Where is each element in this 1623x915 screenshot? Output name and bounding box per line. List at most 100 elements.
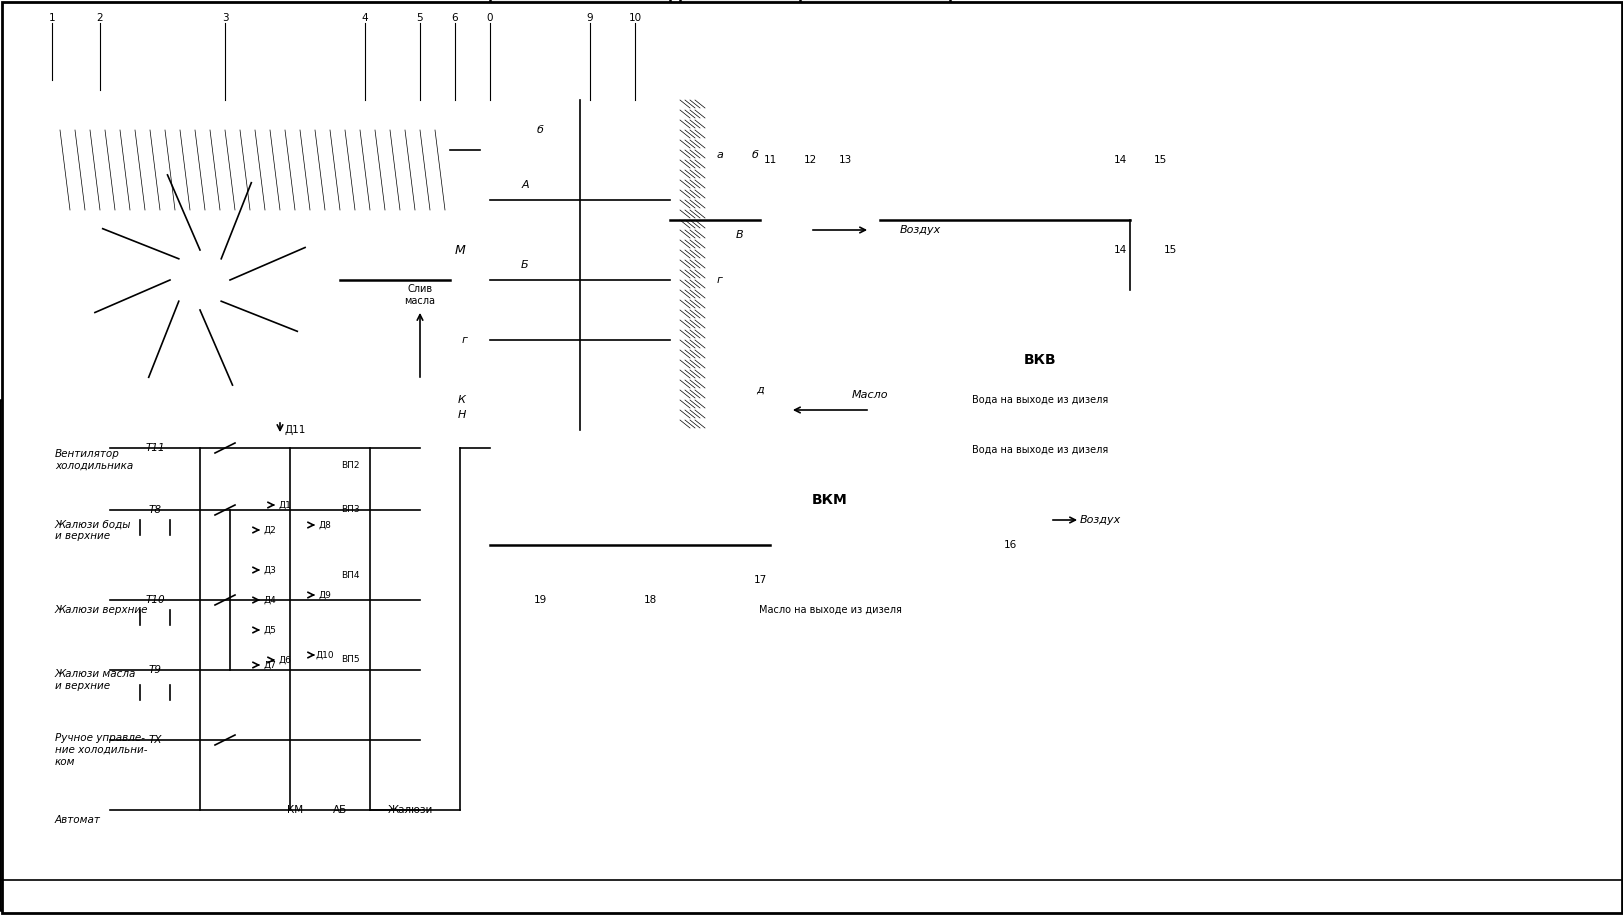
Text: г: г — [463, 335, 467, 345]
Text: 13: 13 — [837, 155, 850, 165]
Ellipse shape — [60, 120, 339, 440]
Bar — [329, 563, 370, 583]
Bar — [649, 490, 690, 530]
Text: Вентилятор
холодильника: Вентилятор холодильника — [55, 449, 133, 471]
Text: б: б — [536, 125, 544, 135]
Text: 12: 12 — [803, 155, 816, 165]
Bar — [500, 240, 570, 270]
Text: В: В — [735, 230, 743, 240]
Text: Д2: Д2 — [263, 525, 276, 534]
Bar — [490, 525, 769, 560]
Text: Т8: Т8 — [148, 505, 161, 515]
Text: Т9: Т9 — [148, 665, 161, 675]
Circle shape — [190, 270, 209, 290]
Text: ВКВ: ВКВ — [1022, 353, 1055, 367]
Bar — [500, 300, 570, 330]
Text: ВП3: ВП3 — [341, 505, 359, 514]
Text: ВП4: ВП4 — [341, 570, 359, 579]
Text: 6: 6 — [451, 13, 458, 23]
Bar — [490, 0, 670, 100]
Text: Масло: Масло — [850, 390, 888, 400]
Circle shape — [196, 596, 204, 604]
Text: ВП5: ВП5 — [341, 655, 359, 664]
Bar — [979, 210, 1099, 310]
Circle shape — [1131, 277, 1147, 293]
Text: Д9: Д9 — [318, 590, 331, 599]
Text: а: а — [716, 150, 722, 160]
Bar — [500, 160, 570, 190]
Text: 16: 16 — [1003, 540, 1016, 550]
Text: Н: Н — [458, 410, 466, 420]
Text: 0: 0 — [487, 13, 493, 23]
Text: 5: 5 — [417, 13, 424, 23]
Circle shape — [196, 666, 204, 674]
Bar — [599, 490, 639, 530]
Bar — [329, 498, 370, 518]
Circle shape — [196, 736, 204, 744]
Text: Жалюзи верхние: Жалюзи верхние — [55, 605, 148, 615]
Bar — [769, 550, 889, 590]
Text: Ручное управле-
ние холодильни-
ком: Ручное управле- ние холодильни- ком — [55, 734, 148, 767]
Text: 4: 4 — [362, 13, 368, 23]
Bar — [969, 480, 1060, 560]
Circle shape — [196, 506, 204, 514]
Text: 3: 3 — [222, 13, 229, 23]
Bar — [140, 590, 170, 625]
Circle shape — [1201, 277, 1217, 293]
Bar — [769, 460, 889, 540]
Bar — [695, 70, 740, 170]
Circle shape — [175, 255, 226, 305]
Text: Д10: Д10 — [315, 651, 334, 660]
Text: 10: 10 — [628, 13, 641, 23]
Text: Масло на выходе из дизеля: Масло на выходе из дизеля — [758, 605, 901, 615]
Text: 2: 2 — [97, 13, 104, 23]
Bar — [60, 50, 450, 130]
Text: 18: 18 — [643, 595, 656, 605]
Text: Д5: Д5 — [263, 626, 276, 634]
Text: Д8: Д8 — [318, 521, 331, 530]
Text: б: б — [751, 150, 758, 160]
Text: Автомат: Автомат — [55, 815, 101, 825]
Text: 14: 14 — [1113, 155, 1126, 165]
Text: Д11: Д11 — [284, 425, 305, 435]
Bar — [680, 0, 880, 100]
Text: КМ: КМ — [287, 805, 304, 815]
Ellipse shape — [10, 65, 390, 495]
Text: Д7: Д7 — [263, 661, 276, 670]
Text: д: д — [756, 385, 763, 395]
Text: г: г — [717, 275, 722, 285]
Circle shape — [1156, 292, 1193, 328]
Circle shape — [1131, 392, 1147, 408]
Bar — [750, 140, 800, 200]
Text: Слив
масла: Слив масла — [404, 285, 435, 306]
Bar — [979, 380, 1099, 420]
Text: К: К — [458, 395, 466, 405]
Text: Д4: Д4 — [263, 596, 276, 605]
Text: Д3: Д3 — [263, 565, 276, 575]
Bar — [140, 665, 170, 700]
Text: ТХ: ТХ — [148, 735, 162, 745]
Circle shape — [1201, 392, 1217, 408]
Text: Жалюзи: Жалюзи — [386, 805, 432, 815]
Bar — [450, 50, 480, 150]
Text: 17: 17 — [753, 575, 766, 585]
Text: Б: Б — [521, 260, 529, 270]
Text: 9: 9 — [586, 13, 592, 23]
Text: Т11: Т11 — [144, 443, 164, 453]
Text: 14: 14 — [1113, 245, 1126, 255]
Bar — [800, 0, 949, 150]
Circle shape — [1156, 337, 1193, 373]
Text: Жалюзи боды
и верхние: Жалюзи боды и верхние — [55, 519, 131, 541]
Circle shape — [286, 736, 294, 744]
Bar — [695, 220, 740, 300]
Bar — [329, 648, 370, 668]
Text: М: М — [454, 243, 466, 256]
Text: Жалюзи масла
и верхние: Жалюзи масла и верхние — [55, 669, 136, 691]
Text: АБ: АБ — [333, 805, 347, 815]
Text: 15: 15 — [1162, 245, 1177, 255]
Text: ВКМ: ВКМ — [812, 493, 847, 507]
Text: А: А — [521, 180, 529, 190]
Text: Воздух: Воздух — [899, 225, 940, 235]
Text: Т10: Т10 — [144, 595, 164, 605]
Text: Воздух: Воздух — [1079, 515, 1120, 525]
